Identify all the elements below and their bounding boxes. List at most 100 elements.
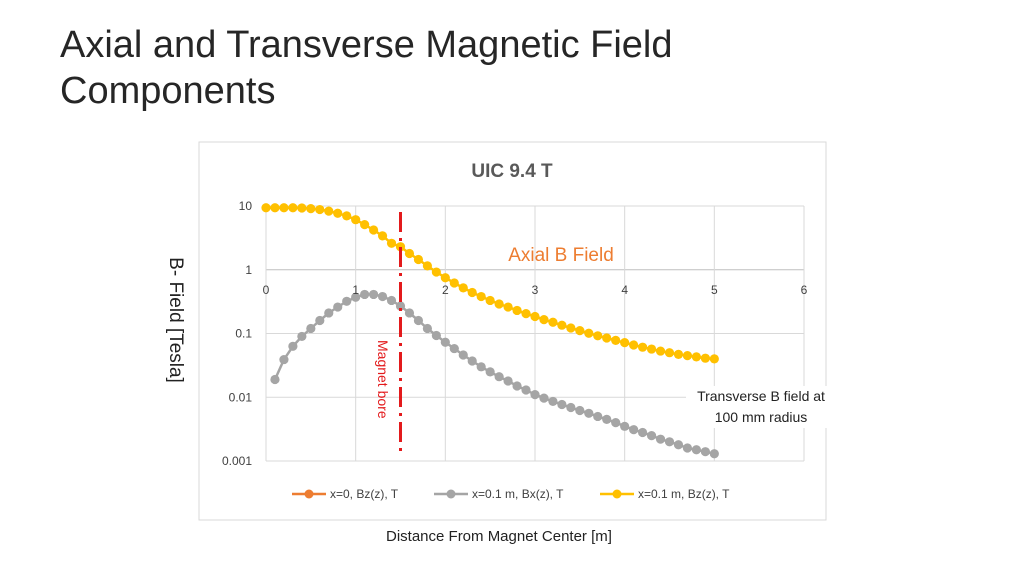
data-point [369,225,379,235]
data-point [404,248,415,259]
data-point [413,315,424,326]
y-tick-label: 10 [239,199,253,213]
data-point [458,350,468,360]
data-point [673,349,684,360]
data-point [530,311,540,322]
data-point [646,344,657,354]
data-point [315,204,325,215]
axial-b-field-label: Axial B Field [508,245,614,266]
data-point [638,342,648,352]
data-point [530,390,540,400]
x-tick-label: 2 [442,283,449,297]
data-point [503,376,513,386]
data-point [261,203,271,213]
data-point [270,374,280,385]
data-point [664,437,675,447]
data-point [512,305,522,316]
x-axis-title: Distance From Magnet Center [m] [386,528,612,545]
data-point [620,421,630,431]
data-point [691,352,702,362]
data-point [494,372,504,382]
data-point [386,295,397,306]
data-point [413,254,424,265]
data-point [512,381,522,391]
x-tick-labels: 0 1 2 3 4 5 6 [263,283,808,297]
y-tick-label: 0.01 [229,390,253,404]
y-tick-label: 0.001 [222,454,252,468]
legend-entry: x=0, Bz(z), T [330,487,399,501]
legend-swatch-marker [446,489,456,499]
legend-swatch-marker [612,489,622,499]
data-point [557,320,567,330]
data-point [377,231,388,241]
y-tick-label: 1 [245,263,252,277]
slide-title: Axial and Transverse Magnetic Field Comp… [60,24,673,112]
data-point [503,302,513,312]
transverse-b-field-annotation: Transverse B field at 100 mm radius [686,386,836,428]
data-point [467,287,477,298]
data-point [279,203,289,213]
data-point [297,203,307,213]
data-point [404,308,415,318]
data-point [360,220,370,230]
data-point [584,408,594,418]
data-point [539,393,549,403]
y-axis-title: B- Field [Tesla] [165,257,186,383]
data-point [557,399,567,410]
chart-frame [198,141,827,521]
data-point [288,203,298,213]
data-point [548,396,558,407]
data-point [655,434,666,444]
data-point [485,295,495,306]
data-point [646,431,657,441]
legend-entry: x=0.1 m, Bz(z), T [638,487,730,501]
data-point [386,238,397,248]
data-point [422,323,432,334]
data-point [351,292,361,302]
data-point [422,261,432,271]
data-point [440,273,450,283]
data-point [351,215,361,225]
series-lines [261,203,719,459]
data-point [691,445,702,455]
data-point [333,302,343,312]
data-point [575,326,585,336]
data-point [539,315,549,325]
data-point [306,323,316,334]
data-point [566,323,576,333]
data-point [476,291,486,302]
x-tick-label: 3 [532,283,539,297]
data-point [620,337,630,348]
data-point [279,354,289,365]
data-point [575,405,585,416]
legend: x=0, Bz(z), T x=0.1 m, Bx(z), T x=0.1 m, B… [292,487,730,501]
y-tick-labels: 10 1 0.1 0.01 0.001 [222,199,252,468]
data-point [377,291,388,302]
data-point [709,354,719,364]
data-point [521,385,531,395]
data-point [700,447,710,457]
data-point [324,206,334,216]
data-point [306,204,316,214]
data-point [449,343,459,354]
data-point [673,440,684,450]
data-point [682,443,693,453]
magnet-bore-label: Magnet bore [375,340,391,419]
x-tick-label: 1 [352,283,359,297]
x-tick-label: 0 [263,283,270,297]
data-point [700,353,710,363]
data-point [709,449,719,459]
data-point [593,411,603,422]
data-point [655,346,666,356]
data-point [602,414,612,424]
data-point [485,367,495,377]
data-point [440,337,450,347]
x-tick-label: 6 [801,283,808,297]
data-point [297,331,307,342]
data-point [449,278,459,288]
chart-title: UIC 9.4 T [471,161,553,182]
legend-entry: x=0.1 m, Bx(z), T [472,487,564,501]
data-point [584,328,594,338]
data-point [431,267,441,277]
